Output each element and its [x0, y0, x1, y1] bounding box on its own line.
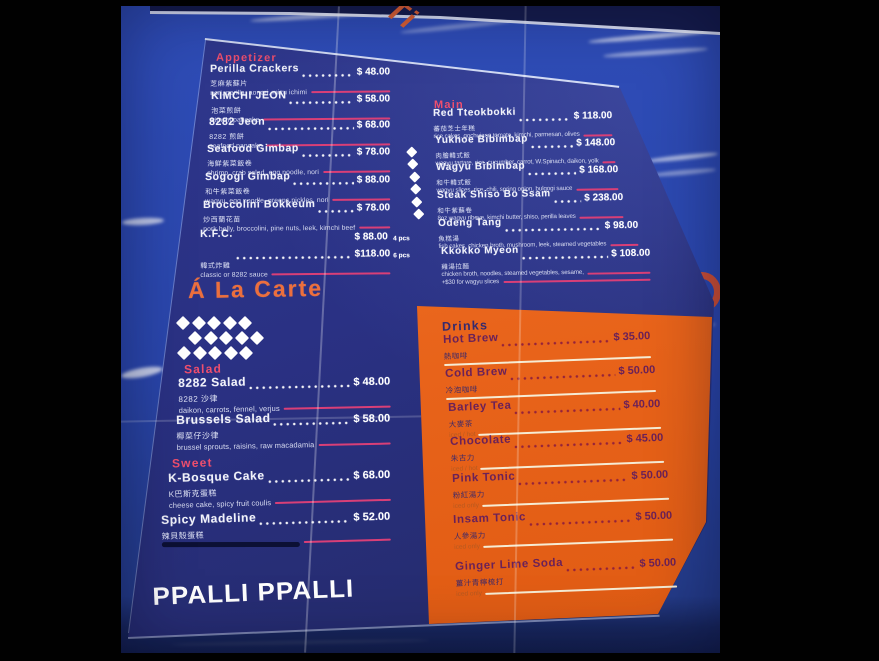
- item-price: $ 45.00: [626, 431, 664, 446]
- item-price: $ 50.00: [639, 556, 677, 570]
- photo-frame: [720, 0, 879, 661]
- item-price: $ 50.00: [631, 468, 669, 483]
- dotted-leader: [514, 407, 621, 415]
- photo-frame: [0, 0, 879, 6]
- drink-item: Hot Brew $ 35.00 熱咖啡: [442, 327, 652, 367]
- item-price: $ 50.00: [635, 509, 673, 523]
- item-note: iced only: [454, 543, 481, 552]
- item-name: Cold Brew: [444, 365, 508, 380]
- drink-item: Insam Tonic $ 50.00 人參湯力 iced only: [453, 507, 674, 552]
- item-note: iced only: [456, 590, 483, 599]
- dotted-leader: [514, 441, 624, 449]
- item-name: Barley Tea: [447, 399, 512, 414]
- underline: [481, 497, 670, 507]
- dotted-leader: [518, 478, 629, 486]
- item-name: Ginger Lime Soda: [454, 556, 564, 573]
- item-price: $ 40.00: [623, 397, 661, 412]
- photo-frame: [0, 653, 879, 661]
- dotted-leader: [566, 566, 637, 572]
- item-name: Pink Tonic: [451, 470, 516, 485]
- drink-item: Cold Brew $ 50.00 冷泡咖啡: [444, 361, 657, 401]
- item-name: Hot Brew: [442, 331, 499, 346]
- item-name: Chocolate: [449, 433, 512, 448]
- underline: [482, 538, 674, 548]
- item-price: $ 35.00: [613, 330, 651, 344]
- dotted-leader: [510, 373, 616, 381]
- item-note: iced only: [453, 502, 480, 511]
- drink-item: Pink Tonic $ 50.00 粉紅湯力 iced only: [451, 466, 670, 511]
- item-price: $ 50.00: [618, 363, 656, 378]
- drink-item: Ginger Lime Soda $ 50.00 薑汁青檸梳打 iced onl…: [454, 554, 678, 599]
- photo-frame: [0, 0, 121, 661]
- dotted-leader: [529, 519, 633, 527]
